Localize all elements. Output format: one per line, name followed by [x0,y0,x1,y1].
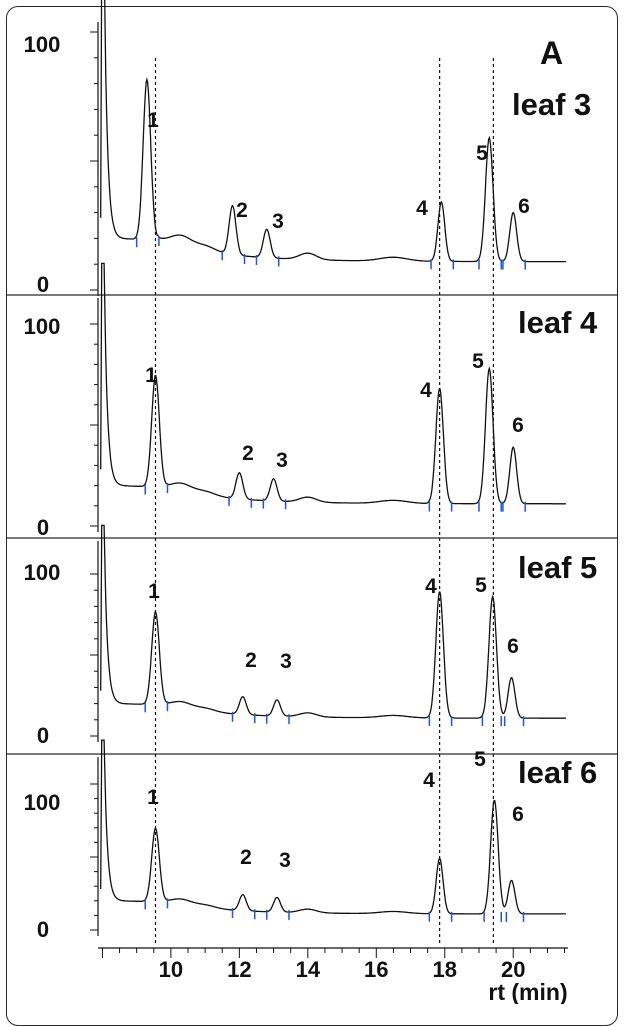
peak-label-2: 2 [236,199,248,222]
y-tick-label-0: 0 [37,917,49,942]
y-tick-label-100: 100 [24,560,61,585]
panel-title-5: leaf 5 [518,550,597,585]
peak-label-4: 4 [425,575,437,598]
y-tick-label-100: 100 [24,32,61,57]
peak-label-1: 1 [147,109,159,132]
x-tick-label-10: 10 [159,957,183,982]
peak-label-5: 5 [472,350,484,373]
x-tick-label-18: 18 [433,957,457,982]
x-tick-label-20: 20 [501,957,525,982]
peak-label-5: 5 [475,574,487,597]
peak-label-1: 1 [145,364,157,387]
y-tick-label-0: 0 [37,723,49,748]
x-tick-label-12: 12 [227,957,251,982]
y-tick-label-100: 100 [24,790,61,815]
peak-label-3: 3 [280,650,292,673]
panel-title-6: leaf 6 [518,755,597,790]
panel-title-3: leaf 3 [512,87,591,122]
peak-label-6: 6 [507,635,519,658]
peak-label-4: 4 [416,197,428,220]
peak-label-6: 6 [512,803,524,826]
traces-layer [100,0,566,922]
peak-label-6: 6 [518,195,530,218]
peak-label-2: 2 [245,649,257,672]
peak-label-3: 3 [276,449,288,472]
peak-label-5: 5 [476,142,488,165]
y-tick-label-100: 100 [24,314,61,339]
panel-title-4: leaf 4 [518,305,598,340]
peak-label-1: 1 [148,580,160,603]
x-axis-title: rt (min) [488,979,567,1004]
panel-letter: A [540,35,563,71]
chromatogram-trace [100,0,566,263]
peak-label-2: 2 [240,846,252,869]
peak-label-5: 5 [474,748,486,771]
chromatogram-trace [100,524,566,719]
peak-label-3: 3 [272,210,284,233]
peak-label-6: 6 [512,414,524,437]
axes-layer [6,22,618,958]
chromatogram-trace [100,739,566,915]
y-tick-label-0: 0 [37,515,49,540]
peak-label-1: 1 [147,786,159,809]
peak-label-2: 2 [242,442,254,465]
x-tick-label-16: 16 [364,957,388,982]
chromatogram-trace [100,262,566,505]
x-tick-label-14: 14 [296,957,321,982]
peak-label-4: 4 [420,379,432,402]
reference-lines-layer [154,58,494,946]
peak-label-3: 3 [279,849,291,872]
y-tick-label-0: 0 [37,272,49,297]
peak-label-4: 4 [423,769,435,792]
